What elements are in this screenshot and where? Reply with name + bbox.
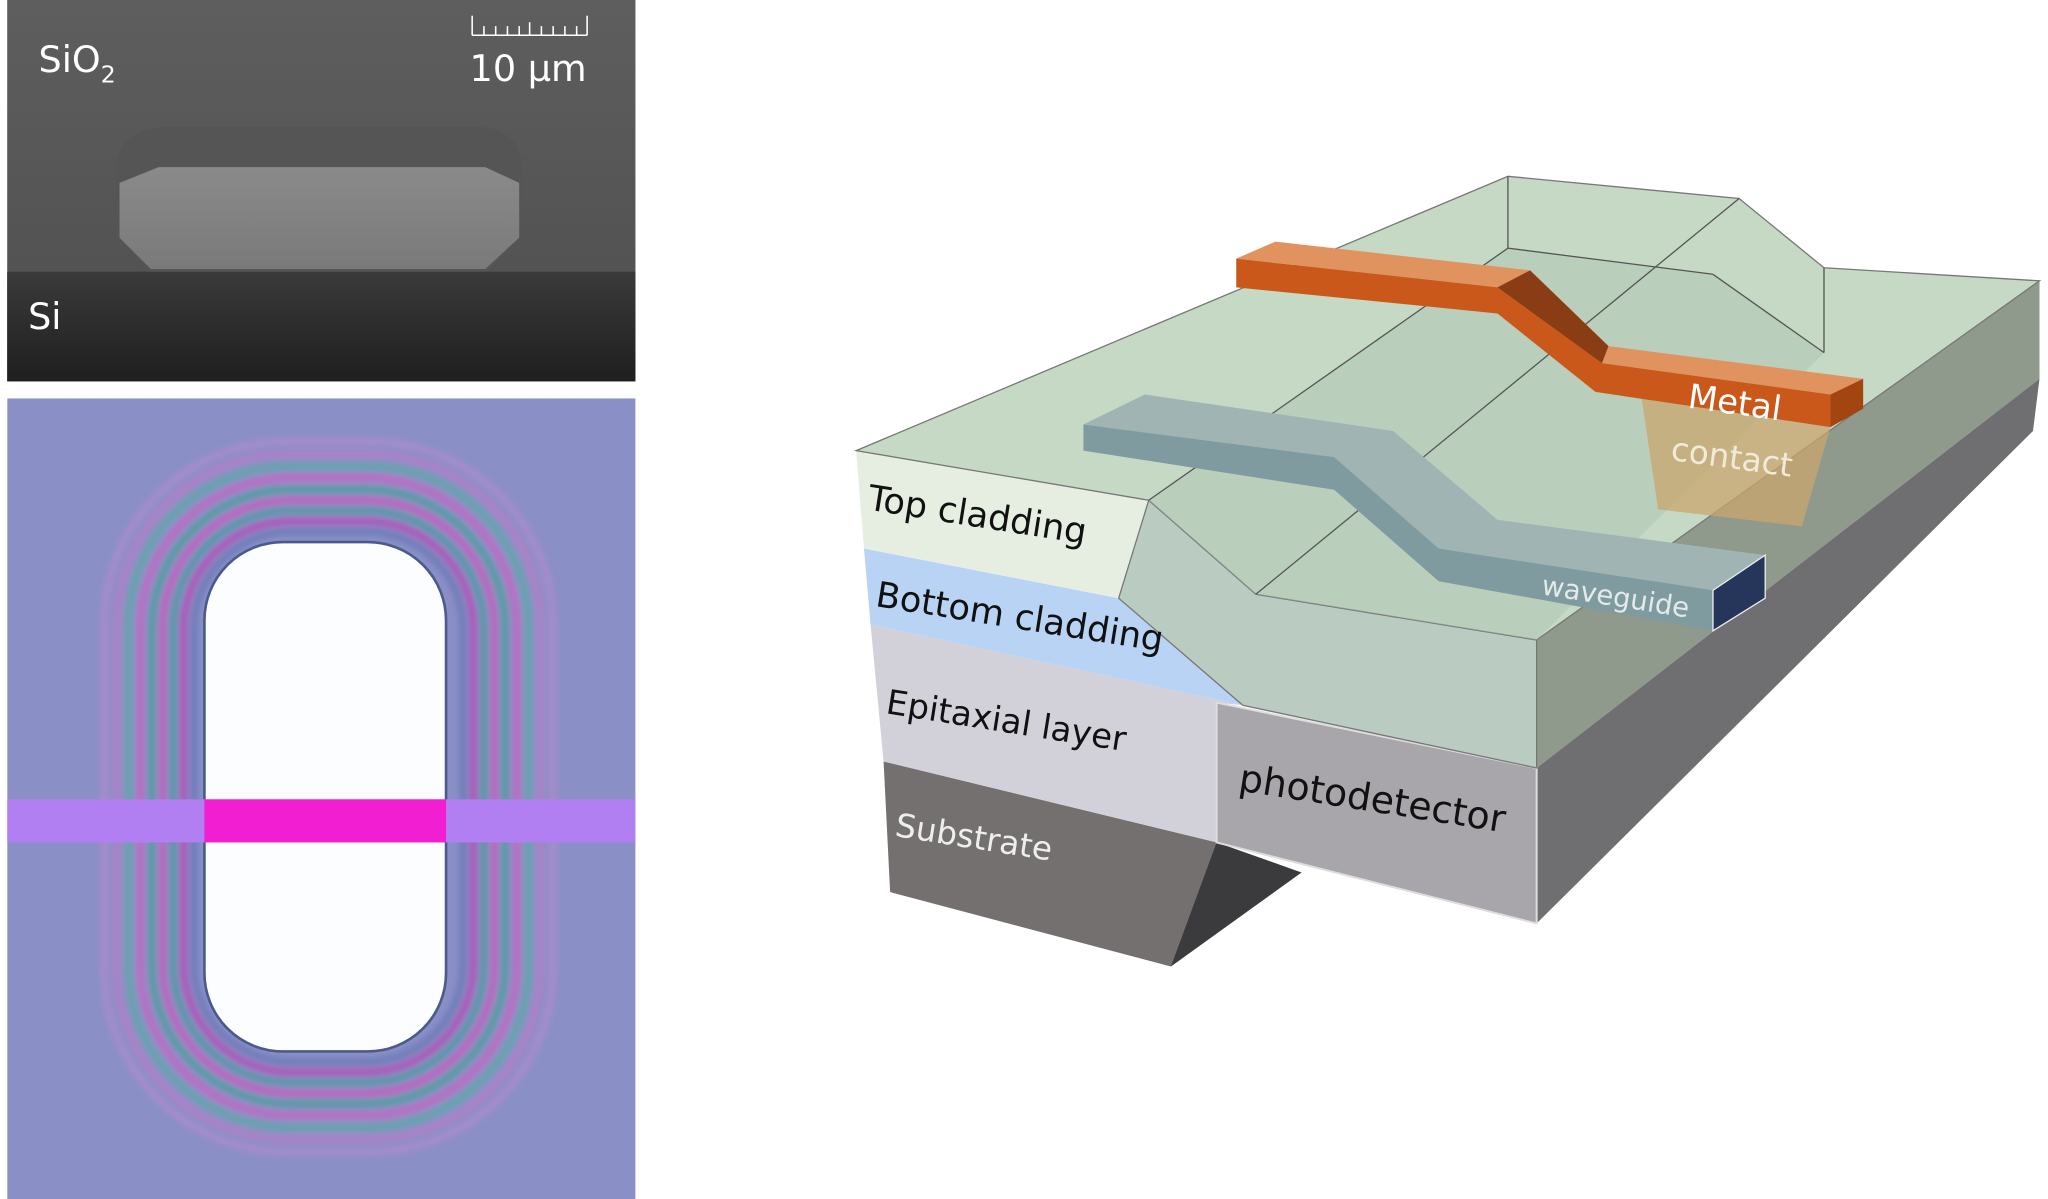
sem-silicon-substrate xyxy=(7,271,636,382)
waveguide-front xyxy=(1083,424,1713,631)
substrate-layer xyxy=(883,761,1217,967)
contact-plug xyxy=(1641,394,1831,527)
metal-slope-shade xyxy=(1497,270,1609,364)
scale-bar xyxy=(471,15,588,37)
photodetector-side-face xyxy=(1536,378,2040,924)
metal-front xyxy=(1236,258,1831,428)
sem-substrate-label: Si xyxy=(28,295,61,338)
photodetector-face xyxy=(1215,701,1538,925)
sem-image-panel: SiO2 Si 10 µm xyxy=(7,0,636,382)
recess-surface xyxy=(1148,248,1824,640)
bottom-cladding-layer xyxy=(864,548,1243,706)
waveguide-end-facet xyxy=(1712,553,1766,633)
device-schematic: Top cladding Bottom cladding Epitaxial l… xyxy=(853,175,2042,967)
epitaxial-layer xyxy=(870,624,1243,843)
metal-end xyxy=(1830,378,1864,428)
top-cladding-layer xyxy=(856,450,1149,599)
coupled-waveguide-region xyxy=(204,799,447,843)
scale-bar-label: 10 µm xyxy=(470,47,587,90)
sem-mesa-structure xyxy=(119,167,520,270)
waveguide-top xyxy=(1083,394,1766,591)
cladding-window xyxy=(203,540,448,1053)
optical-micrograph-panel xyxy=(7,398,636,1199)
interference-fringes xyxy=(100,438,557,1156)
sem-oxide-label: SiO2 xyxy=(39,38,116,88)
